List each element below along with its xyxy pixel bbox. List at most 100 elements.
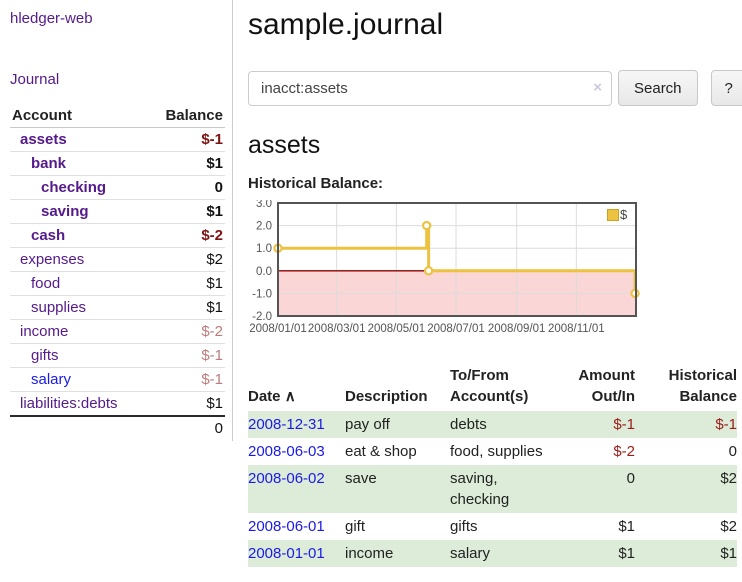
transaction-date-link[interactable]: 2008-12-31 <box>248 416 325 433</box>
account-row: income $-2 <box>10 319 225 344</box>
transaction-balance: $-1 <box>715 416 737 433</box>
transaction-accounts: salary <box>450 545 491 562</box>
sidebar-item-journal[interactable]: Journal <box>10 71 60 88</box>
transaction-amount: $1 <box>618 545 635 562</box>
account-balance: $2 <box>147 247 225 272</box>
search-box: × <box>248 70 612 106</box>
account-balance: $1 <box>147 271 225 296</box>
svg-text:1.0: 1.0 <box>256 243 272 255</box>
svg-text:3.0: 3.0 <box>256 200 272 210</box>
historical-balance-chart: 3.0 2.0 1.0 0.0 -1.0 -2.0 2008/01/01 2008/03/01… <box>248 200 648 340</box>
account-link-income[interactable]: income <box>20 323 69 340</box>
search-button[interactable]: Search <box>618 70 698 106</box>
account-link-assets[interactable]: assets <box>20 131 67 148</box>
account-link-supplies[interactable]: supplies <box>31 299 87 316</box>
transaction-balance: $1 <box>720 545 737 562</box>
transactions-header-date[interactable]: Date ∧ <box>248 363 345 411</box>
svg-text:2008/01/01: 2008/01/01 <box>249 323 307 335</box>
account-link-expenses[interactable]: expenses <box>20 251 85 268</box>
account-row: cash $-2 <box>10 223 225 248</box>
account-row: checking 0 <box>10 175 225 200</box>
account-heading: assets <box>248 131 321 159</box>
app-brand-link[interactable]: hledger-web <box>10 10 93 27</box>
account-link-bank[interactable]: bank <box>31 155 67 172</box>
search-form: × Search ? <box>248 70 742 106</box>
account-balance: $1 <box>206 395 223 412</box>
account-row: food $1 <box>10 271 225 296</box>
transactions-header-description: Description <box>345 388 428 405</box>
transaction-balance: 0 <box>728 443 737 460</box>
transaction-accounts: gifts <box>450 518 478 535</box>
transaction-balance: $2 <box>720 470 737 487</box>
transaction-amount: $-2 <box>613 443 635 460</box>
accounts-header-account: Account <box>10 104 148 128</box>
transaction-date-link[interactable]: 2008-06-03 <box>248 443 325 460</box>
sidebar: hledger-web Journal Account Balance asse… <box>0 0 233 441</box>
transaction-accounts: saving, checking <box>450 470 510 508</box>
svg-text:0.0: 0.0 <box>256 266 272 278</box>
clear-search-icon[interactable]: × <box>593 78 602 96</box>
svg-text:2008/11/01: 2008/11/01 <box>548 323 605 335</box>
accounts-body: assets $-1 bank $1 checking 0 saving $1 cash $-2 e… <box>10 127 225 417</box>
transaction-row: 2008-06-03 eat & shop food, supplies $-2 0 <box>248 438 737 465</box>
transaction-accounts: debts <box>450 416 487 433</box>
legend-label: $ <box>620 207 628 222</box>
account-balance: $1 <box>147 151 225 176</box>
account-balance: $1 <box>147 295 225 320</box>
account-row: salary $-1 <box>10 367 225 392</box>
transaction-description: pay off <box>345 416 390 433</box>
transaction-amount: $1 <box>618 518 635 535</box>
transaction-balance: $2 <box>720 518 737 535</box>
transaction-row: 2008-06-02 save saving, checking 0 $2 <box>248 465 737 513</box>
account-link-salary[interactable]: salary <box>31 371 72 388</box>
svg-text:2008/09/01: 2008/09/01 <box>488 323 546 335</box>
account-balance: $-1 <box>147 343 225 368</box>
date-header-label: Date <box>248 388 281 405</box>
legend-swatch-icon <box>607 208 619 221</box>
transaction-row: 2008-12-31 pay off debts $-1 $-1 <box>248 411 737 438</box>
transactions-header-balance: Historical Balance <box>668 367 737 405</box>
sort-asc-icon: ∧ <box>284 388 296 405</box>
transaction-date-link[interactable]: 2008-06-02 <box>248 470 325 487</box>
svg-text:2008/03/01: 2008/03/01 <box>308 323 366 335</box>
transaction-description: save <box>345 470 377 487</box>
account-row: liabilities:debts $1 <box>10 392 225 417</box>
account-link-gifts[interactable]: gifts <box>31 347 59 364</box>
account-link-saving[interactable]: saving <box>41 203 89 220</box>
svg-text:2.0: 2.0 <box>256 221 272 233</box>
account-link-cash[interactable]: cash <box>31 227 66 244</box>
svg-text:2008/07/01: 2008/07/01 <box>427 323 485 335</box>
transaction-row: 2008-01-01 income salary $1 $1 <box>248 540 737 567</box>
accounts-total-spacer <box>10 415 148 440</box>
account-row: assets $-1 <box>10 127 225 152</box>
main-content: sample.journal × Search ? assets Histori… <box>234 0 742 567</box>
transaction-amount: 0 <box>626 470 635 487</box>
account-row: expenses $2 <box>10 247 225 272</box>
transaction-date-link[interactable]: 2008-01-01 <box>248 545 325 562</box>
account-link-checking[interactable]: checking <box>41 179 107 196</box>
transaction-date-link[interactable]: 2008-06-01 <box>248 518 325 535</box>
account-link-food[interactable]: food <box>31 275 61 292</box>
transactions-header-amount: Amount Out/In <box>578 367 635 405</box>
help-button[interactable]: ? <box>710 70 742 106</box>
account-balance: $-2 <box>147 319 225 344</box>
account-row: saving $1 <box>10 199 225 224</box>
account-balance: $-1 <box>147 127 225 152</box>
accounts-header-row: Account Balance <box>10 104 225 128</box>
account-balance: 0 <box>147 175 225 200</box>
account-balance: $1 <box>147 199 225 224</box>
transaction-row: 2008-06-01 gift gifts $1 $2 <box>248 513 737 540</box>
transactions-header-row: Date ∧ Description To/From Account(s) Am… <box>248 363 737 411</box>
accounts-table: Account Balance assets $-1 bank $1 checking 0… <box>10 104 225 440</box>
accounts-header-balance: Balance <box>147 104 225 128</box>
svg-text:-1.0: -1.0 <box>252 288 272 300</box>
account-balance: $-1 <box>147 367 225 392</box>
search-input[interactable] <box>248 70 612 106</box>
account-link-liabilities-debts[interactable]: liabilities:debts <box>20 395 118 412</box>
accounts-total-value: 0 <box>147 415 225 440</box>
transaction-description: eat & shop <box>345 443 417 460</box>
svg-text:2008/05/01: 2008/05/01 <box>368 323 426 335</box>
transaction-description: income <box>345 545 394 562</box>
chart-title: Historical Balance: <box>248 175 384 192</box>
